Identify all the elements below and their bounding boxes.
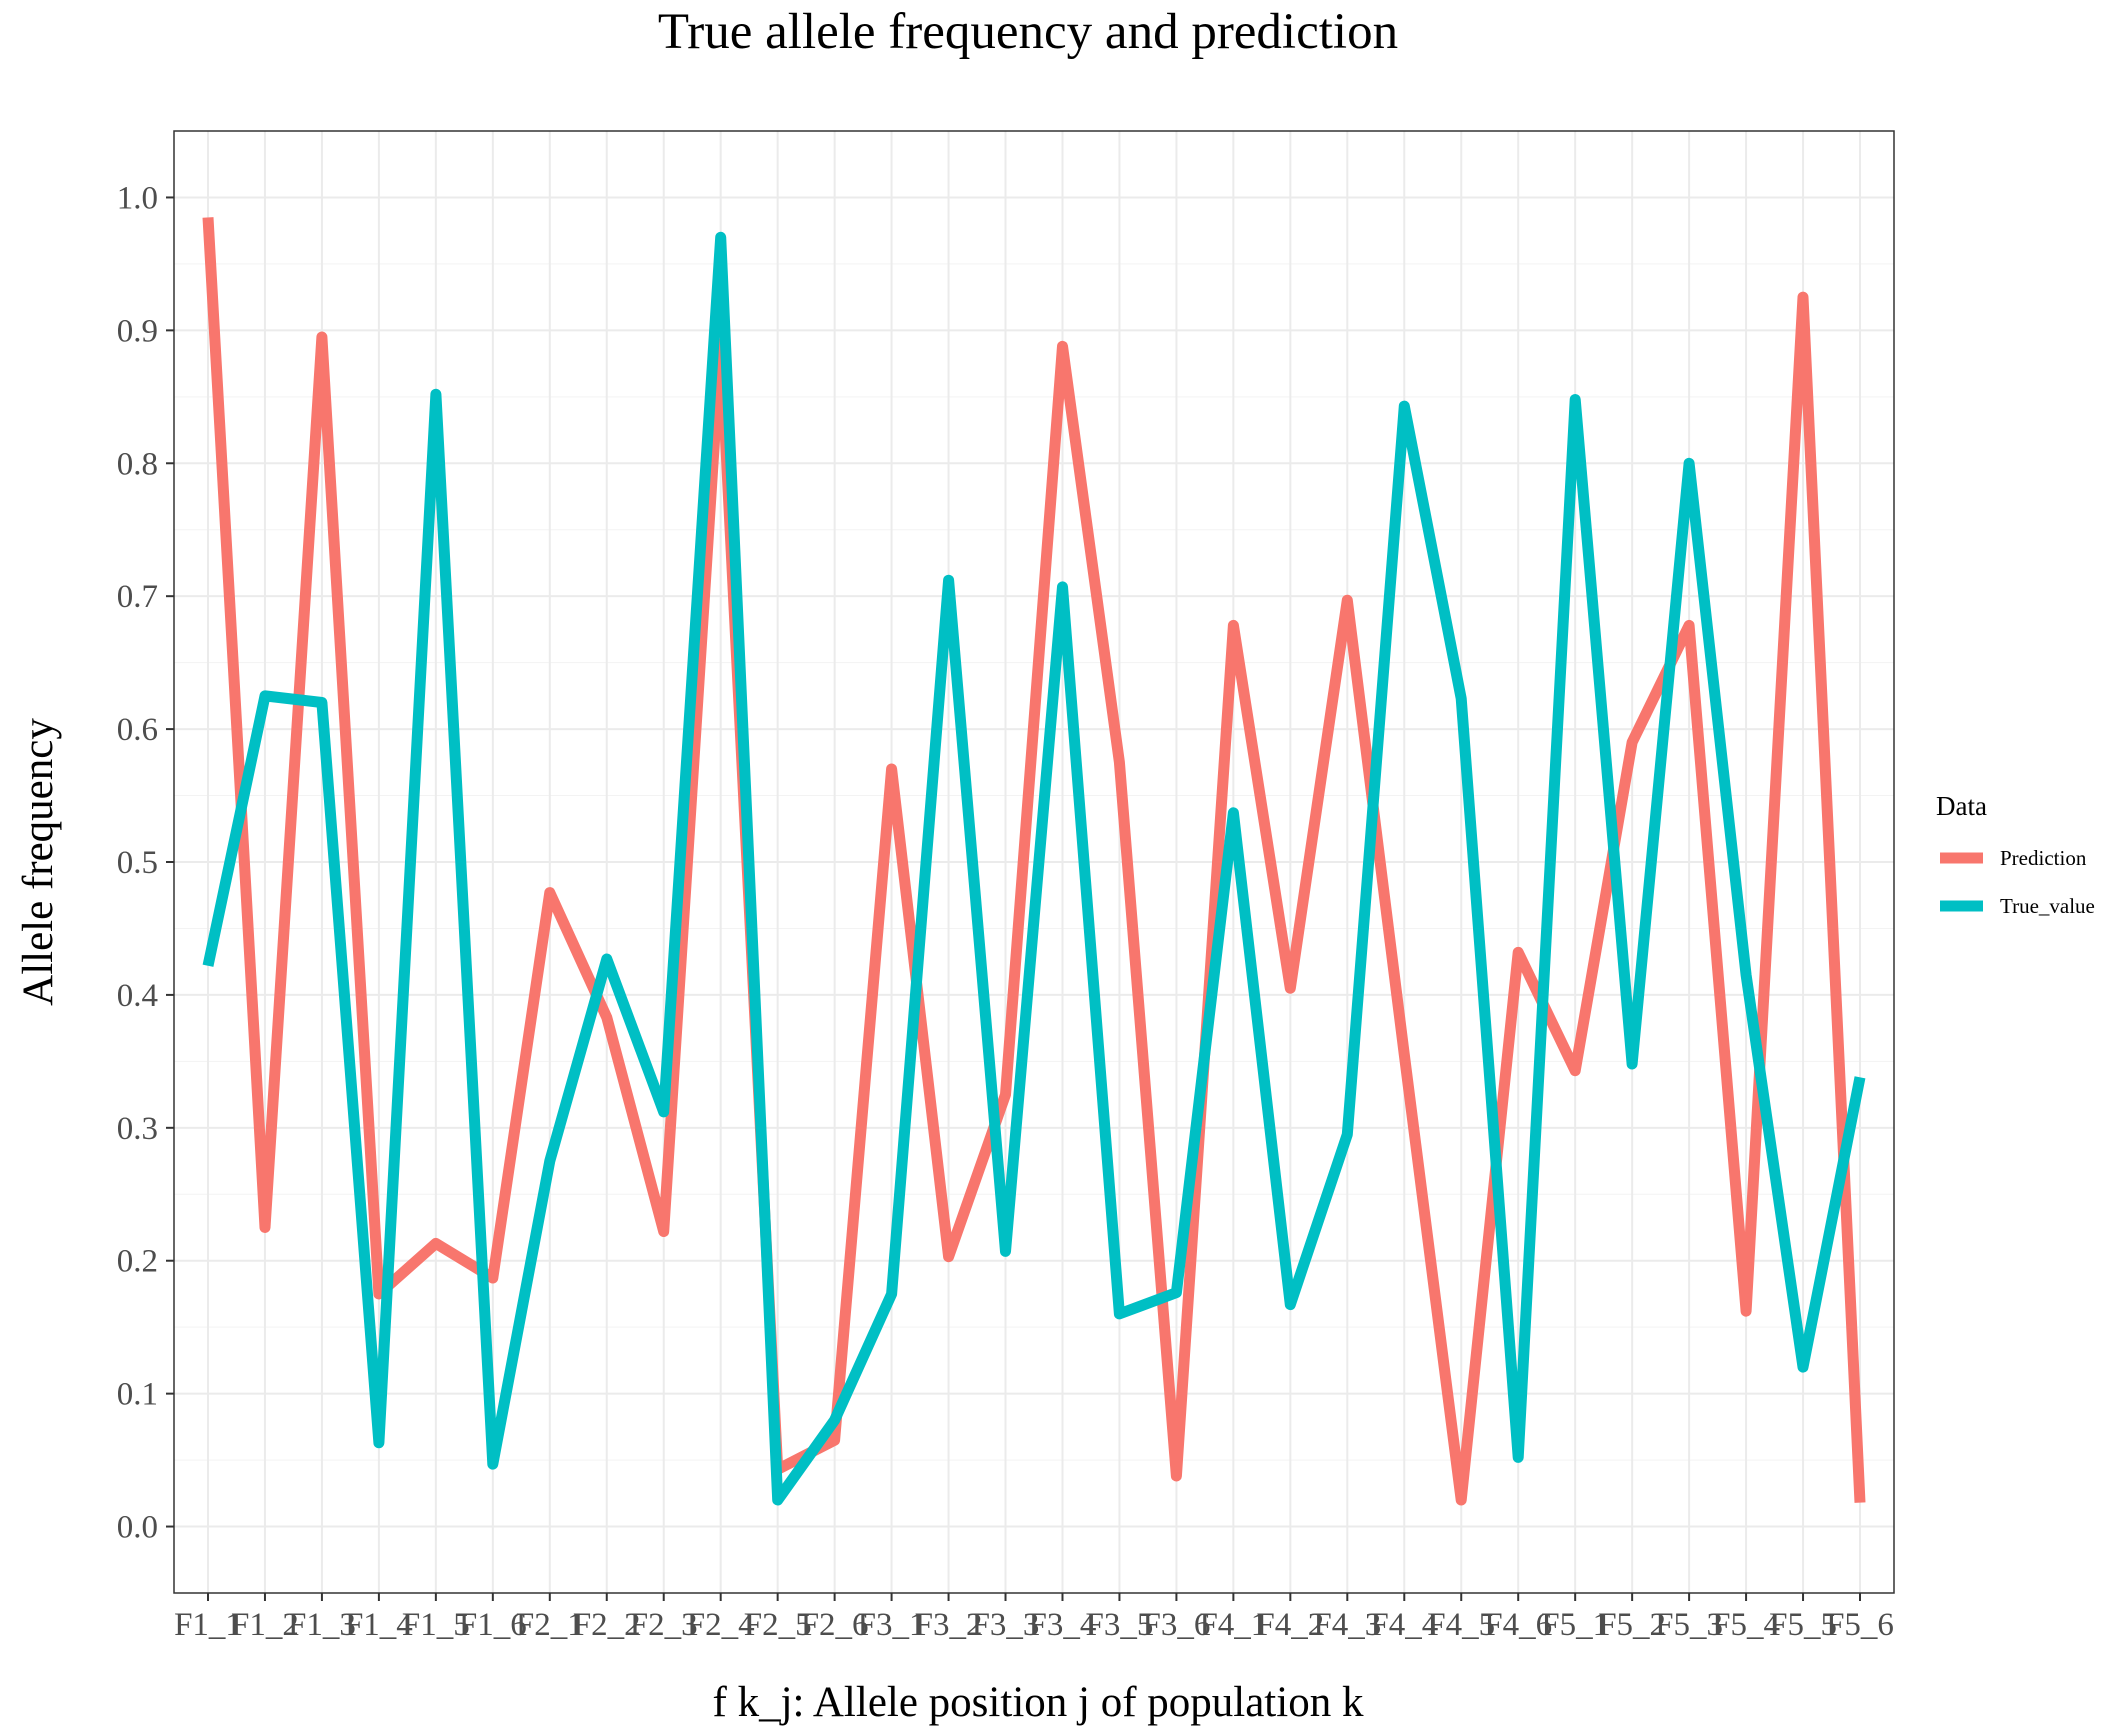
- y-tick-label: 0.9: [117, 313, 158, 349]
- x-tick-label: F1_2: [231, 1607, 299, 1643]
- y-axis: 0.0 0.1 0.2 0.3 0.4 0.5 0.6 0.7 0.8 0.9 1.0: [117, 180, 174, 1546]
- y-tick-label: 1.0: [117, 180, 158, 216]
- x-tick-label: F3_3: [972, 1607, 1040, 1643]
- x-tick-label: F2_4: [687, 1607, 755, 1643]
- x-tick-label: F5_3: [1655, 1607, 1723, 1643]
- x-tick-label: F1_1: [174, 1607, 242, 1643]
- x-tick-label: F3_5: [1086, 1607, 1154, 1643]
- x-tick-label: F3_4: [1029, 1607, 1097, 1643]
- x-tick-label: F4_1: [1199, 1607, 1267, 1643]
- series-line-true-value: [202, 231, 1866, 1506]
- x-tick-label: F4_2: [1256, 1607, 1324, 1643]
- x-tick-label: F2_6: [801, 1607, 869, 1643]
- x-tick-label: F4_4: [1370, 1607, 1438, 1643]
- y-tick-label: 0.0: [117, 1510, 158, 1546]
- y-tick-label: 0.3: [117, 1111, 158, 1147]
- x-tick-label: F1_6: [459, 1607, 527, 1643]
- y-axis-title: Allele frequency: [15, 718, 62, 1006]
- y-tick-label: 0.7: [117, 579, 158, 615]
- y-tick-label: 0.1: [117, 1377, 158, 1413]
- y-tick-label: 0.6: [117, 712, 158, 748]
- y-tick-label: 0.2: [117, 1244, 158, 1280]
- x-tick-label: F1_5: [402, 1607, 470, 1643]
- x-tick-label: F3_2: [915, 1607, 983, 1643]
- x-tick-label: F4_3: [1313, 1607, 1381, 1643]
- legend-label: Prediction: [2000, 846, 2087, 870]
- x-tick-label: F3_6: [1142, 1607, 1210, 1643]
- x-tick-label: F5_2: [1598, 1607, 1666, 1643]
- x-tick-label: F1_4: [345, 1607, 413, 1643]
- x-tick-label: F4_5: [1427, 1607, 1495, 1643]
- x-tick-label: F5_1: [1541, 1607, 1609, 1643]
- x-tick-label: F2_1: [516, 1607, 584, 1643]
- x-axis: F1_1F1_2F1_3F1_4F1_5F1_6F2_1F2_2F2_3F2_4…: [174, 1593, 1894, 1643]
- x-tick-label: F5_6: [1826, 1607, 1894, 1643]
- legend-title: Data: [1936, 791, 1987, 821]
- chart-title: True allele frequency and prediction: [658, 4, 1398, 60]
- x-tick-label: F3_1: [858, 1607, 926, 1643]
- legend: Data Prediction True_value: [1936, 791, 2095, 918]
- y-tick-label: 0.8: [117, 446, 158, 482]
- x-tick-label: F2_5: [744, 1607, 812, 1643]
- x-tick-label: F2_2: [573, 1607, 641, 1643]
- x-tick-label: F4_6: [1484, 1607, 1552, 1643]
- legend-label: True_value: [2000, 894, 2095, 918]
- y-tick-label: 0.4: [117, 978, 158, 1014]
- x-tick-label: F5_5: [1769, 1607, 1837, 1643]
- x-axis-title: f k_j: Allele position j of population k: [713, 1679, 1364, 1726]
- x-tick-label: F2_3: [630, 1607, 698, 1643]
- series-lines: [202, 217, 1866, 1506]
- x-tick-label: F5_4: [1712, 1607, 1780, 1643]
- y-tick-label: 0.5: [117, 845, 158, 881]
- x-tick-label: F1_3: [288, 1607, 356, 1643]
